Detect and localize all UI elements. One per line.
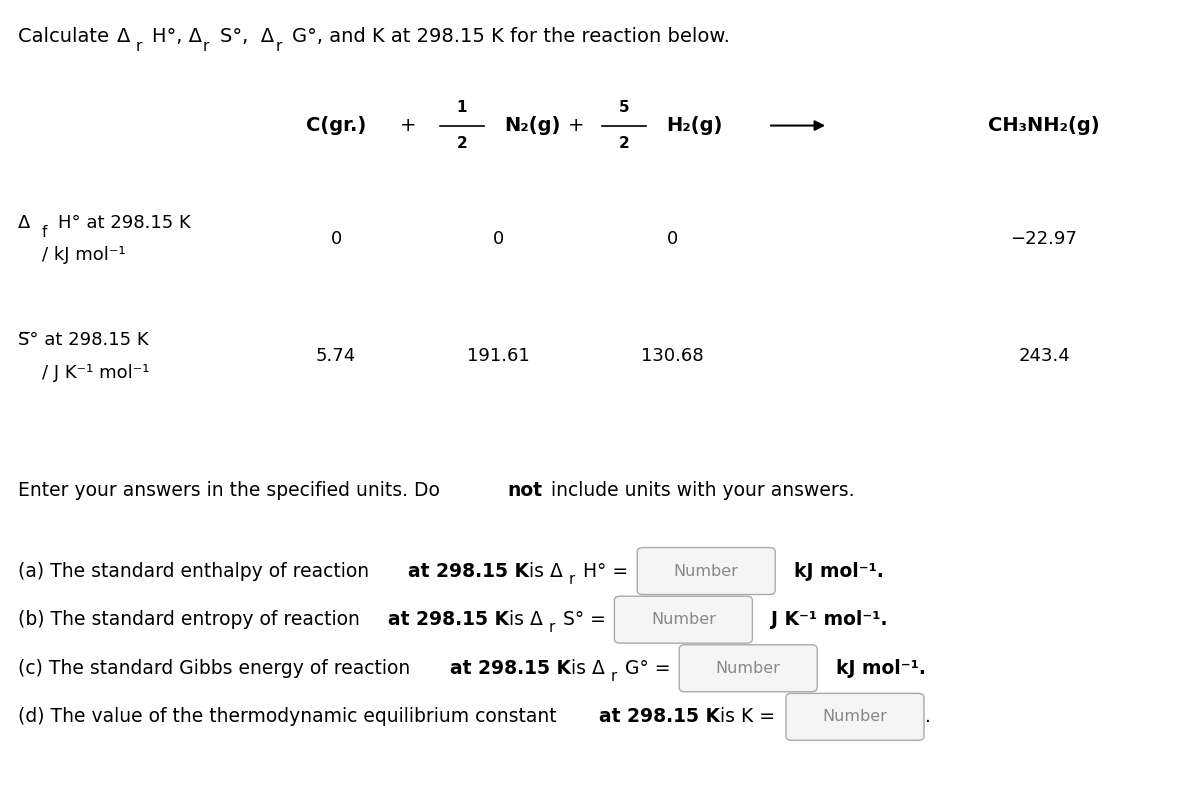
Text: 1: 1 xyxy=(457,100,467,115)
Text: is Δ: is Δ xyxy=(523,561,563,581)
Text: include units with your answers.: include units with your answers. xyxy=(545,480,854,500)
Text: CH₃NH₂(g): CH₃NH₂(g) xyxy=(988,116,1100,135)
Text: r: r xyxy=(611,669,617,684)
Text: r: r xyxy=(548,620,554,635)
Text: .: . xyxy=(925,707,931,727)
FancyBboxPatch shape xyxy=(786,693,924,740)
Text: Enter your answers in the specified units. Do: Enter your answers in the specified unit… xyxy=(18,480,446,500)
Text: r: r xyxy=(203,39,209,53)
Text: Δ: Δ xyxy=(116,27,130,46)
Text: H₂(g): H₂(g) xyxy=(666,116,722,135)
Text: H° =: H° = xyxy=(583,561,635,581)
Text: 2: 2 xyxy=(457,136,467,151)
Text: kJ mol⁻¹.: kJ mol⁻¹. xyxy=(823,659,926,678)
Text: 0: 0 xyxy=(492,230,504,248)
Text: at 298.15 K: at 298.15 K xyxy=(599,707,720,727)
Text: not: not xyxy=(508,480,542,500)
Text: r: r xyxy=(276,39,282,53)
Text: H° at 298.15 K: H° at 298.15 K xyxy=(58,214,191,232)
Text: J K⁻¹ mol⁻¹.: J K⁻¹ mol⁻¹. xyxy=(758,610,888,629)
Text: Number: Number xyxy=(822,710,888,724)
Text: +: + xyxy=(400,116,416,135)
Text: Δ: Δ xyxy=(18,214,30,232)
Text: G° =: G° = xyxy=(625,659,677,678)
Text: S̅° at 298.15 K: S̅° at 298.15 K xyxy=(18,331,149,349)
FancyBboxPatch shape xyxy=(679,645,817,692)
Text: S°,  Δ: S°, Δ xyxy=(220,27,274,46)
Text: 243.4: 243.4 xyxy=(1018,347,1070,365)
Text: (c) The standard Gibbs energy of reaction: (c) The standard Gibbs energy of reactio… xyxy=(18,659,416,678)
Text: +: + xyxy=(568,116,584,135)
Text: G°, and K at 298.15 K for the reaction below.: G°, and K at 298.15 K for the reaction b… xyxy=(292,27,730,46)
Text: (a) The standard enthalpy of reaction: (a) The standard enthalpy of reaction xyxy=(18,561,376,581)
Text: Number: Number xyxy=(673,564,739,578)
Text: at 298.15 K: at 298.15 K xyxy=(388,610,509,629)
Text: 5: 5 xyxy=(619,100,629,115)
Text: r: r xyxy=(136,39,142,53)
Text: N₂(g): N₂(g) xyxy=(504,116,560,135)
Text: at 298.15 K: at 298.15 K xyxy=(408,561,529,581)
Text: at 298.15 K: at 298.15 K xyxy=(450,659,571,678)
Text: 5.74: 5.74 xyxy=(316,347,356,365)
Text: 130.68: 130.68 xyxy=(641,347,703,365)
Text: (d) The value of the thermodynamic equilibrium constant: (d) The value of the thermodynamic equil… xyxy=(18,707,563,727)
Text: f: f xyxy=(42,225,47,240)
Text: is Δ: is Δ xyxy=(565,659,605,678)
Text: kJ mol⁻¹.: kJ mol⁻¹. xyxy=(781,561,884,581)
Text: S° =: S° = xyxy=(563,610,612,629)
Text: / J K⁻¹ mol⁻¹: / J K⁻¹ mol⁻¹ xyxy=(42,364,150,382)
Text: 2: 2 xyxy=(619,136,629,151)
Text: is K =: is K = xyxy=(714,707,781,727)
Text: Number: Number xyxy=(715,661,781,676)
Text: is Δ: is Δ xyxy=(503,610,542,629)
Text: (b) The standard entropy of reaction: (b) The standard entropy of reaction xyxy=(18,610,366,629)
FancyBboxPatch shape xyxy=(637,548,775,595)
Text: 0: 0 xyxy=(330,230,342,248)
Text: 191.61: 191.61 xyxy=(467,347,529,365)
Text: / kJ mol⁻¹: / kJ mol⁻¹ xyxy=(42,246,126,264)
Text: 0: 0 xyxy=(666,230,678,248)
Text: −22.97: −22.97 xyxy=(1010,230,1078,248)
Text: Number: Number xyxy=(650,612,716,627)
FancyBboxPatch shape xyxy=(614,596,752,643)
Text: H°, Δ: H°, Δ xyxy=(152,27,203,46)
Text: Calculate: Calculate xyxy=(18,27,115,46)
Text: C(gr.): C(gr.) xyxy=(306,116,366,135)
Text: r: r xyxy=(569,572,575,586)
